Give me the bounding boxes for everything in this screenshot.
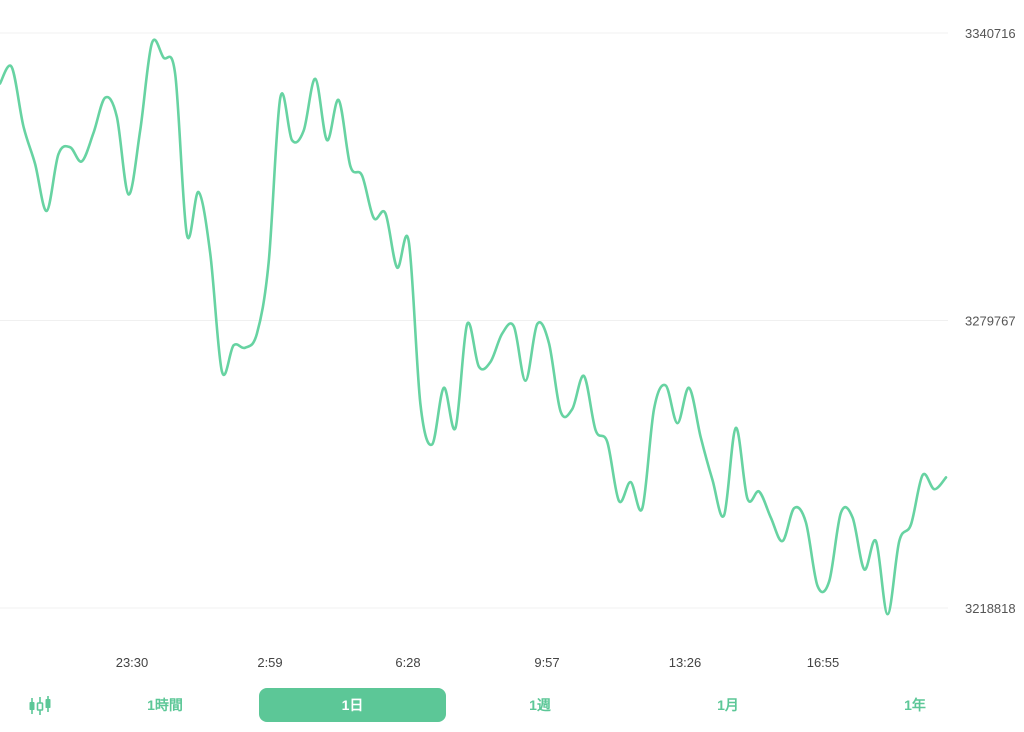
y-tick-label: 3218818 <box>965 601 1016 616</box>
candlestick-toggle-button[interactable] <box>20 692 60 720</box>
x-tick-label: 16:55 <box>807 655 840 670</box>
range-1-hour-button[interactable]: 1時間 <box>147 697 183 713</box>
y-tick-label: 3340716 <box>965 26 1016 41</box>
price-line <box>0 38 948 616</box>
range-1-week-button[interactable]: 1週 <box>529 697 551 713</box>
price-chart[interactable]: 3340716 3279767 3218818 23:30 2:59 6:28 9:57 1… <box>0 0 1024 690</box>
chart-grid <box>0 32 948 609</box>
y-tick-label: 3279767 <box>965 314 1016 329</box>
candlestick-icon <box>29 696 51 715</box>
range-selector: 1時間 1日 1週 1月 1年 <box>0 688 1024 724</box>
range-1-year-button[interactable]: 1年 <box>904 697 926 713</box>
y-axis-labels: 3340716 3279767 3218818 <box>965 26 1016 616</box>
range-1-day-button[interactable]: 1日 <box>259 688 446 722</box>
x-axis-labels: 23:30 2:59 6:28 9:57 13:26 16:55 <box>116 655 840 670</box>
x-tick-label: 6:28 <box>395 655 420 670</box>
x-tick-label: 13:26 <box>669 655 702 670</box>
x-tick-label: 23:30 <box>116 655 149 670</box>
x-tick-label: 2:59 <box>257 655 282 670</box>
x-tick-label: 9:57 <box>534 655 559 670</box>
range-1-month-button[interactable]: 1月 <box>717 697 739 713</box>
